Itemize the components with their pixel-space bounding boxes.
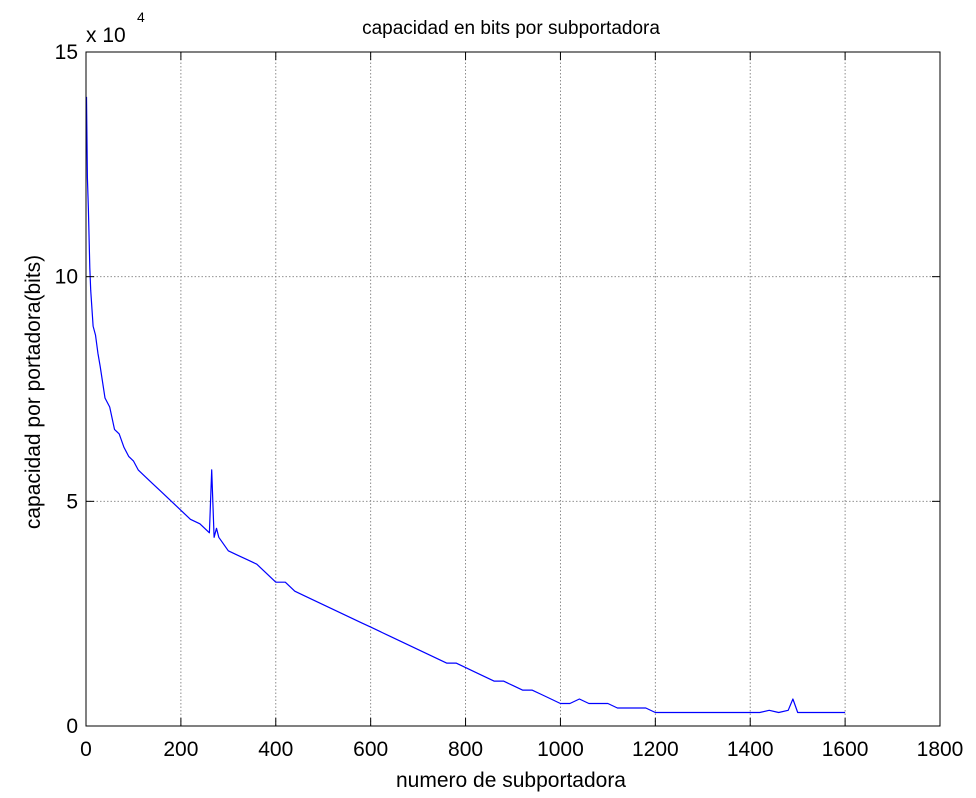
y-axis-label: capacidad por portadora(bits) xyxy=(22,255,45,529)
y-tick-label: 10 xyxy=(55,266,78,289)
grid-lines xyxy=(86,52,940,726)
x-tick-label: 800 xyxy=(448,738,483,761)
series-line xyxy=(85,96,846,714)
y-scale-multiplier: x 10 4 xyxy=(86,9,145,47)
x-tick-label: 1000 xyxy=(537,738,584,761)
x-tick-label: 1600 xyxy=(822,738,869,761)
x-tick-label: 1200 xyxy=(632,738,679,761)
y-tick-label: 15 xyxy=(55,41,78,64)
plot-frame xyxy=(85,51,941,727)
x-tick-label: 400 xyxy=(258,738,293,761)
y-tick-labels: 0 5 10 15 xyxy=(55,41,78,738)
tick-marks xyxy=(85,51,941,727)
series-layer xyxy=(85,96,846,714)
x-tick-labels: 0 200 400 600 800 1000 1200 1400 1600 1800 xyxy=(80,738,963,761)
y-tick-label: 5 xyxy=(66,490,78,513)
y-tick-label: 0 xyxy=(66,715,78,738)
y-scale-base: x 10 xyxy=(86,24,126,47)
x-tick-label: 1400 xyxy=(727,738,774,761)
x-tick-label: 600 xyxy=(353,738,388,761)
x-tick-label: 1800 xyxy=(917,738,964,761)
x-tick-label: 0 xyxy=(80,738,92,761)
chart-title: capacidad en bits por subportadora xyxy=(362,18,660,39)
y-scale-exponent: 4 xyxy=(137,9,145,25)
x-tick-label: 200 xyxy=(163,738,198,761)
x-axis-label: numero de subportadora xyxy=(396,769,626,792)
